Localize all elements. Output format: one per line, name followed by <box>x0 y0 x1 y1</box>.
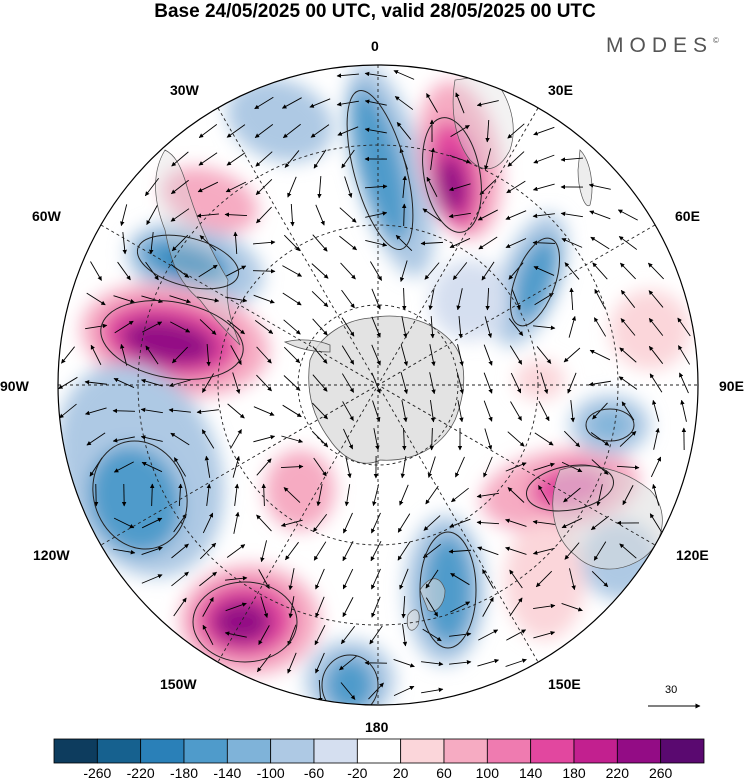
colorbar-tick: -220 <box>126 765 155 781</box>
brand-name: MODES <box>606 34 714 57</box>
colorbar-tick: 180 <box>562 765 586 781</box>
colorbar-tick: -20 <box>347 765 368 781</box>
colorbar-tick: -260 <box>83 765 112 781</box>
africa <box>452 74 514 170</box>
colorbar-tick: 60 <box>436 765 452 781</box>
colorbar-tick: -60 <box>303 765 325 781</box>
antarctica <box>308 315 465 464</box>
colorbar-tick: -100 <box>256 765 285 781</box>
south-america <box>155 149 241 346</box>
lon-label-60e: 60E <box>675 208 700 224</box>
brand-logo: MODES© <box>606 34 719 58</box>
colorbar-tick: 100 <box>475 765 500 781</box>
lon-label-150w: 150W <box>160 676 197 692</box>
landmasses <box>155 74 663 631</box>
lon-label-150e: 150E <box>548 676 581 692</box>
colorbar-tick: 260 <box>648 765 673 781</box>
brand-mark: © <box>713 36 719 45</box>
reference-vector-label: 30 <box>665 684 678 696</box>
new-zealand <box>406 578 446 631</box>
colorbar-tick: -140 <box>213 765 242 781</box>
lon-label-120w: 120W <box>33 547 70 563</box>
lon-label-30w: 30W <box>170 82 199 98</box>
antarctic-peninsula <box>283 339 331 353</box>
lon-label-60w: 60W <box>32 208 61 224</box>
map-title: Base 24/05/2025 00 UTC, valid 28/05/2025… <box>154 1 596 22</box>
colorbar <box>53 738 705 764</box>
lon-label-180: 180 <box>365 719 389 735</box>
map-boundary <box>57 64 699 706</box>
wind-vectors <box>58 70 691 703</box>
colorbar-tick: 140 <box>518 765 543 781</box>
lon-label-90e: 90E <box>719 378 744 394</box>
lon-label-120e: 120E <box>676 547 709 563</box>
lon-label-0: 0 <box>371 38 379 54</box>
graticule <box>58 65 698 705</box>
lon-label-90w: 90W <box>0 378 29 394</box>
colorbar-tick: 20 <box>392 765 409 781</box>
colorbar-tick: 220 <box>605 765 630 781</box>
lon-label-30e: 30E <box>548 82 573 98</box>
colorbar-tick: -180 <box>169 765 199 781</box>
madagascar <box>577 149 593 207</box>
